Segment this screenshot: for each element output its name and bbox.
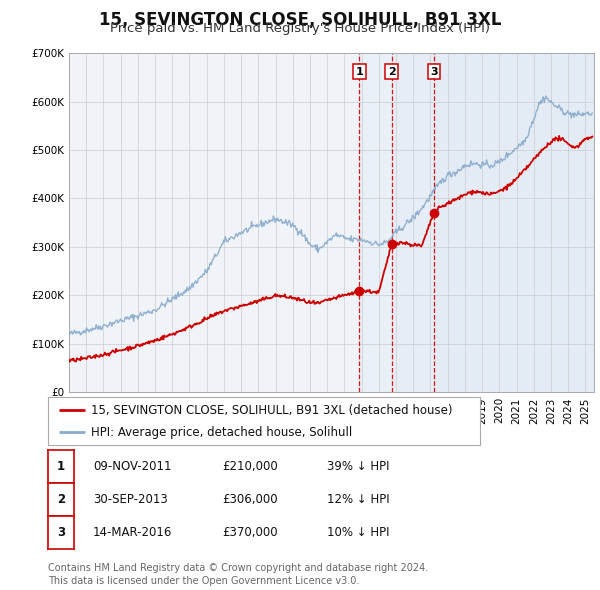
Text: 3: 3 — [430, 67, 438, 77]
Bar — [434, 53, 594, 392]
Text: £210,000: £210,000 — [222, 460, 278, 473]
Bar — [359, 53, 594, 392]
Text: 15, SEVINGTON CLOSE, SOLIHULL, B91 3XL: 15, SEVINGTON CLOSE, SOLIHULL, B91 3XL — [99, 11, 501, 29]
Text: 09-NOV-2011: 09-NOV-2011 — [93, 460, 172, 473]
Text: 2: 2 — [57, 493, 65, 506]
Text: £370,000: £370,000 — [222, 526, 278, 539]
Text: HPI: Average price, detached house, Solihull: HPI: Average price, detached house, Soli… — [91, 426, 352, 439]
Text: 15, SEVINGTON CLOSE, SOLIHULL, B91 3XL (detached house): 15, SEVINGTON CLOSE, SOLIHULL, B91 3XL (… — [91, 404, 453, 417]
Text: £306,000: £306,000 — [222, 493, 278, 506]
Text: 30-SEP-2013: 30-SEP-2013 — [93, 493, 168, 506]
Text: 12% ↓ HPI: 12% ↓ HPI — [327, 493, 389, 506]
Text: Price paid vs. HM Land Registry's House Price Index (HPI): Price paid vs. HM Land Registry's House … — [110, 22, 490, 35]
Text: 39% ↓ HPI: 39% ↓ HPI — [327, 460, 389, 473]
Text: 10% ↓ HPI: 10% ↓ HPI — [327, 526, 389, 539]
Text: 1: 1 — [355, 67, 363, 77]
Text: 3: 3 — [57, 526, 65, 539]
Text: 2: 2 — [388, 67, 395, 77]
Bar — [392, 53, 594, 392]
Text: Contains HM Land Registry data © Crown copyright and database right 2024.
This d: Contains HM Land Registry data © Crown c… — [48, 563, 428, 586]
Text: 1: 1 — [57, 460, 65, 473]
Text: 14-MAR-2016: 14-MAR-2016 — [93, 526, 172, 539]
